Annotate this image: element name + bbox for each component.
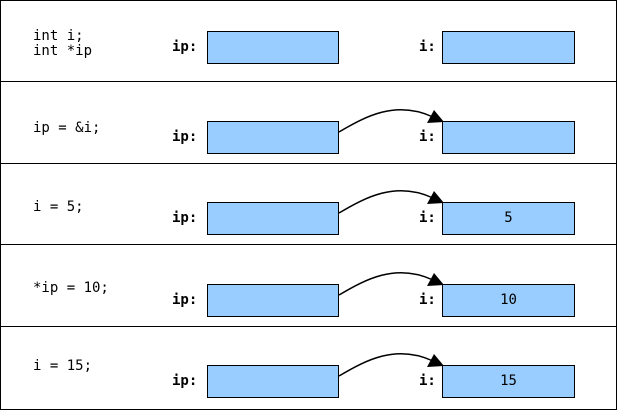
pointer-arrow — [338, 353, 444, 377]
ip-box — [207, 365, 339, 398]
i-box: 5 — [442, 202, 575, 235]
i-box: 15 — [442, 365, 575, 398]
step-row-declare: int i; int *ip ip: i: — [0, 0, 617, 82]
step-row-deref-assign-10: *ip = 10; ip: i: 10 — [0, 244, 617, 327]
ip-box — [207, 121, 339, 154]
pointer-arrow — [338, 109, 444, 133]
i-label: i: — [419, 292, 436, 308]
step-code: *ip = 10; — [33, 280, 109, 296]
i-box: 10 — [442, 284, 575, 317]
i-label: i: — [419, 373, 436, 389]
i-box — [442, 31, 575, 64]
pointer-arrow — [338, 190, 444, 214]
ip-box — [207, 284, 339, 317]
step-row-assign-address: ip = &i; ip: i: — [0, 81, 617, 164]
ip-box — [207, 202, 339, 235]
ip-label: ip: — [172, 129, 198, 145]
step-code: int i; int *ip — [33, 28, 93, 59]
ip-label: ip: — [172, 210, 198, 226]
i-label: i: — [419, 129, 436, 145]
step-code: i = 5; — [33, 199, 84, 215]
i-box — [442, 121, 575, 154]
step-code: ip = &i; — [33, 120, 101, 136]
step-code: i = 15; — [33, 358, 93, 374]
ip-label: ip: — [172, 292, 198, 308]
ip-box — [207, 31, 339, 64]
pointer-arrow — [338, 272, 444, 296]
step-row-assign-15: i = 15; ip: i: 15 — [0, 326, 617, 410]
step-row-assign-5: i = 5; ip: i: 5 — [0, 163, 617, 245]
ip-label: ip: — [172, 39, 198, 55]
i-label: i: — [419, 210, 436, 226]
ip-label: ip: — [172, 373, 198, 389]
i-label: i: — [419, 39, 436, 55]
